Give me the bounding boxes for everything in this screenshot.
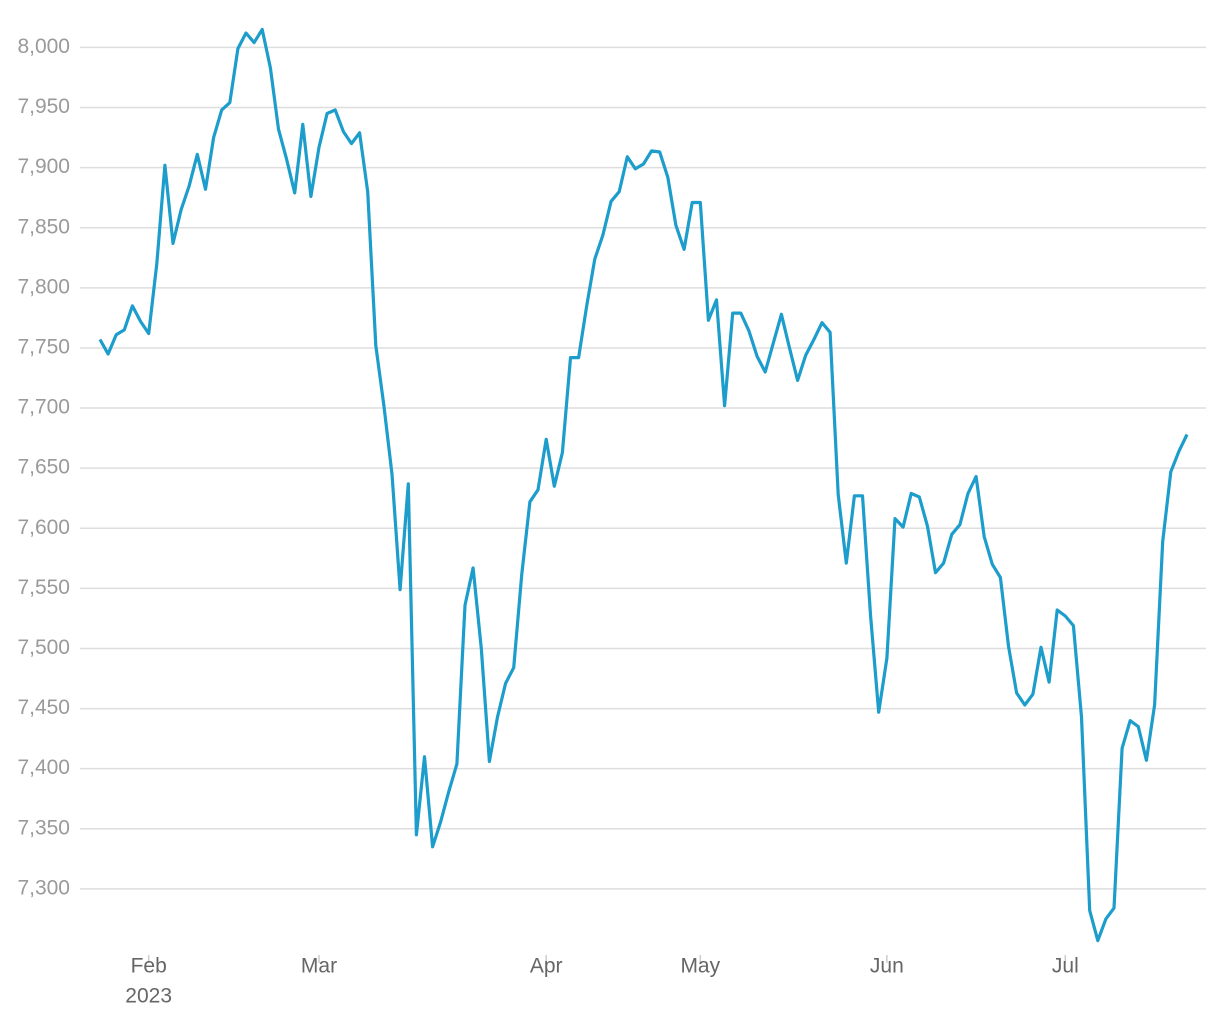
y-tick-label: 7,650 <box>17 456 70 479</box>
y-tick-label: 7,700 <box>17 396 70 419</box>
y-tick-label: 7,300 <box>17 876 70 899</box>
x-tick-label: Mar <box>301 955 337 978</box>
y-tick-label: 7,500 <box>17 636 70 659</box>
y-tick-label: 7,900 <box>17 155 70 178</box>
x-tick-label: May <box>680 955 720 978</box>
x-tick-label: Jul <box>1052 955 1079 978</box>
y-tick-label: 7,800 <box>17 275 70 298</box>
y-tick-label: 7,400 <box>17 756 70 779</box>
y-tick-label: 7,950 <box>17 95 70 118</box>
y-tick-label: 7,550 <box>17 576 70 599</box>
y-tick-label: 7,750 <box>17 336 70 359</box>
y-tick-label: 7,600 <box>17 516 70 539</box>
y-tick-label: 7,850 <box>17 215 70 238</box>
y-tick-label: 7,350 <box>17 816 70 839</box>
x-tick-label: Jun <box>870 955 904 978</box>
x-tick-label: Apr <box>530 955 563 978</box>
x-tick-label: Feb <box>131 955 167 978</box>
y-tick-label: 7,450 <box>17 696 70 719</box>
x-year-label: 2023 <box>125 985 172 1008</box>
y-tick-label: 8,000 <box>17 35 70 58</box>
price-line <box>98 27 1189 943</box>
